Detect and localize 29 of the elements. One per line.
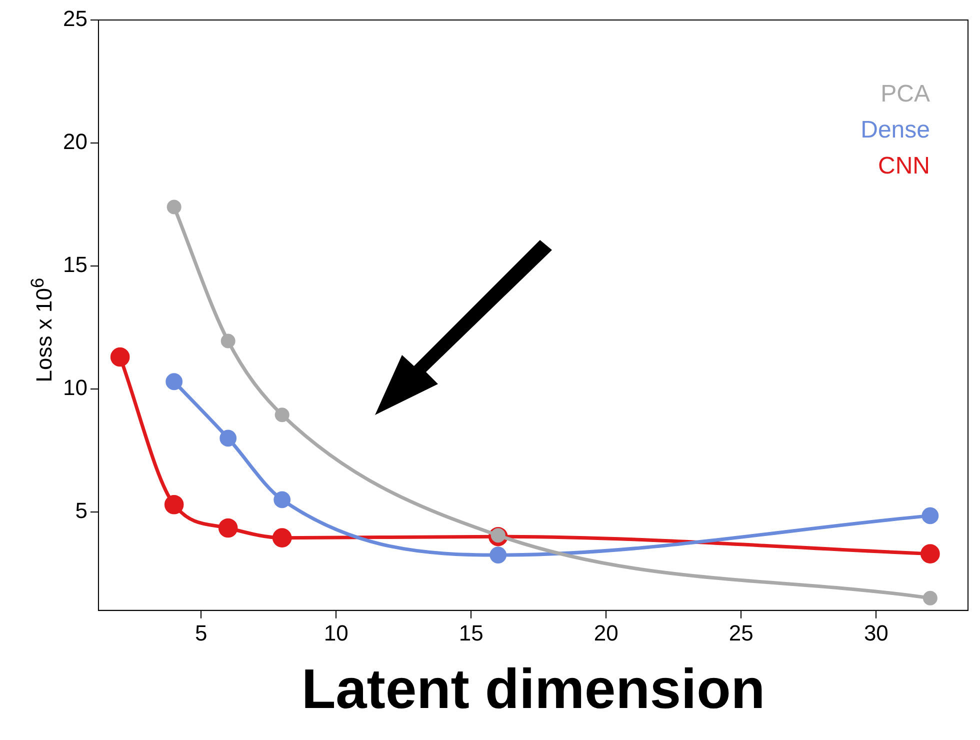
text: CNN: [878, 152, 930, 180]
point: [920, 544, 940, 564]
point: [490, 546, 507, 564]
x-tick-label: 10: [324, 620, 348, 646]
x-tick-label: 15: [458, 620, 484, 646]
point: [274, 408, 290, 422]
x-axis-title: Latent dimension: [301, 656, 766, 720]
point: [166, 200, 182, 214]
point: [110, 347, 130, 367]
point: [220, 334, 236, 348]
y-tick-label: 10: [62, 375, 88, 400]
y-tick-label: 15: [62, 252, 88, 278]
point: [272, 528, 292, 548]
point: [922, 590, 938, 606]
y-tick-label: 25: [62, 6, 88, 32]
point: [166, 373, 183, 390]
text: PCA: [880, 80, 930, 108]
x-tick-label: 5: [194, 620, 208, 646]
y-tick-label: 5: [75, 498, 88, 524]
x-tick-label: 30: [864, 620, 888, 646]
y-tick-label: 20: [62, 129, 88, 154]
x-tick-label: 20: [594, 620, 618, 646]
x-tick-label: 25: [728, 620, 754, 646]
point: [164, 494, 184, 514]
text: Dense: [860, 116, 930, 144]
point: [218, 518, 238, 538]
point: [220, 430, 237, 447]
point: [922, 507, 939, 524]
point: [274, 491, 291, 508]
